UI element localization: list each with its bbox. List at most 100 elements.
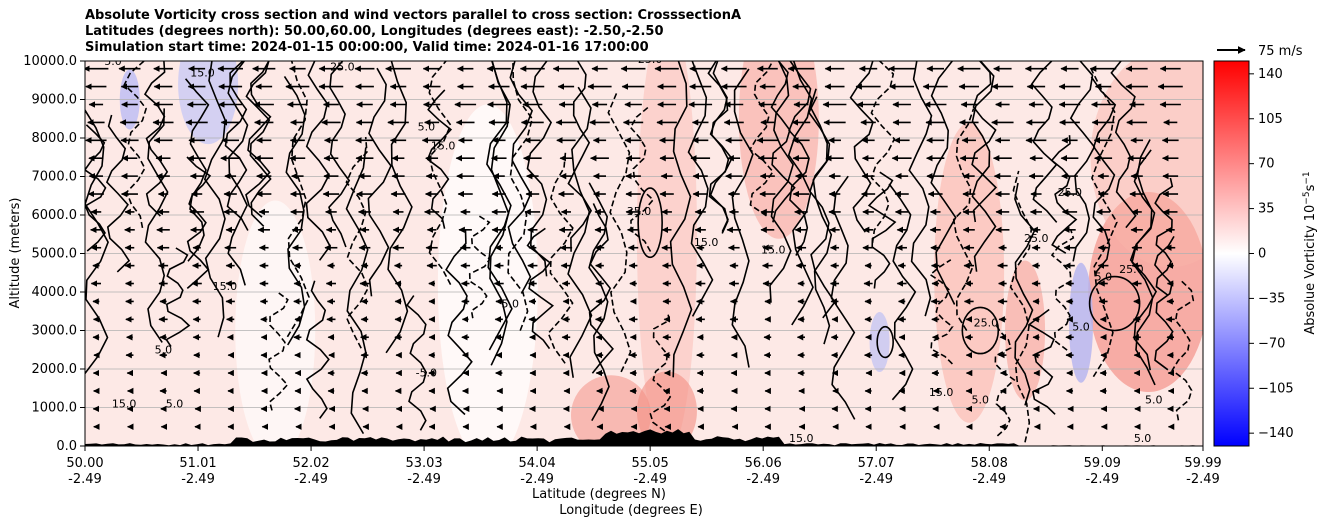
contour-label-12: 15.0 (213, 280, 238, 293)
contour-label-4: 15.0 (431, 140, 456, 153)
contour-line-35 (547, 152, 574, 364)
contour-line-13 (245, 61, 272, 227)
contour-line-23 (385, 61, 413, 354)
contour-line-61 (928, 259, 954, 365)
contour-label-2: 25.0 (330, 61, 355, 74)
contour-line-18 (305, 280, 330, 419)
x-tick-lat-label-6: 56.06 (745, 456, 782, 471)
chart-title-line-2: Latitudes (degrees north): 50.00,60.00, … (85, 24, 664, 39)
y-tick-label-8: 8000.0 (32, 131, 78, 146)
y-tick-label-2: 2000.0 (32, 362, 78, 377)
contour-label-3: 25.0 (638, 53, 663, 66)
x-axis: 50.00-2.4951.01-2.4952.02-2.4953.03-2.49… (66, 446, 1222, 487)
contour-label-5: 5.0 (418, 120, 436, 133)
contour-line-65 (971, 61, 997, 272)
y-axis: 0.0 1000.0 2000.0 3000.0 4000.0 5000.0 6000.0 7… (23, 54, 85, 454)
x-tick-lon-label-8: -2.49 (972, 472, 1006, 487)
contour-line-28 (468, 214, 491, 319)
contour-label-15: 5.0 (166, 398, 184, 411)
contour-line-44 (687, 61, 714, 317)
x-tick-lon-label-6: -2.49 (746, 472, 780, 487)
contour-line-25 (428, 61, 452, 285)
chart-title-line-1: Absolute Vorticity cross section and win… (85, 8, 742, 23)
wind-vectors (85, 65, 1183, 430)
colorbar-label-unit: s (1303, 184, 1318, 191)
contour-line-30 (489, 61, 511, 366)
colorbar-tick-label-7: −105 (1258, 381, 1294, 396)
contour-label-8: 15.0 (761, 244, 786, 257)
contour-line-78 (1131, 139, 1156, 386)
contour-label-1: 15.0 (190, 66, 215, 79)
colorbar-label-exponent-1: −5 (1302, 191, 1312, 204)
contour-label-9: 25.0 (1058, 186, 1083, 199)
colorbar-tick-label-2: 70 (1258, 157, 1275, 172)
x-tick-lon-label-7: -2.49 (859, 472, 893, 487)
colorbar-label: Absolue Vorticity 10−5s−1 (1302, 171, 1318, 334)
contour-line-77 (1129, 149, 1158, 371)
y-tick-label-10: 10000.0 (23, 54, 77, 69)
contour-line-7 (186, 156, 212, 290)
x-tick-lon-label-1: -2.49 (181, 472, 215, 487)
contour-label-24: 5.0 (502, 297, 520, 310)
y-tick-label-6: 6000.0 (32, 208, 78, 223)
x-tick-lon-label-10: -2.49 (1186, 472, 1220, 487)
x-tick-lat-label-1: 51.01 (179, 456, 216, 471)
contour-line-73 (1069, 61, 1096, 262)
contour-line-63 (952, 108, 975, 332)
colorbar (1213, 60, 1250, 447)
contour-line-1 (85, 124, 107, 252)
colorbar-tick-label-5: −35 (1258, 291, 1285, 306)
x-axis-label-longitude: Longitude (degrees E) (559, 503, 703, 518)
colorbar-tick-label-3: 35 (1258, 202, 1275, 217)
contour-label-23: 5.0 (1072, 321, 1090, 334)
contour-line-39 (588, 203, 614, 374)
x-tick-lat-label-3: 53.03 (405, 456, 442, 471)
colorbar-tick-label-4: 0 (1258, 247, 1266, 262)
x-tick-lon-label-3: -2.49 (407, 472, 441, 487)
x-tick-lat-label-4: 54.04 (519, 456, 556, 471)
contour-line-27 (445, 230, 473, 416)
y-tick-label-9: 9000.0 (32, 93, 78, 108)
contour-line-11 (224, 61, 249, 231)
terrain-profile (85, 429, 1203, 446)
x-tick-lat-label-0: 50.00 (66, 456, 103, 471)
contour-label-25: 5.0 (155, 344, 173, 357)
x-tick-lat-label-8: 58.08 (971, 456, 1008, 471)
contour-line-29 (486, 61, 513, 351)
y-tick-label-3: 3000.0 (32, 324, 78, 339)
contour-line-0 (85, 108, 109, 375)
x-tick-lat-label-5: 55.05 (632, 456, 669, 471)
colorbar-tick-label-1: 105 (1258, 112, 1283, 127)
contour-label-17: 15.0 (929, 386, 954, 399)
contour-line-20 (345, 147, 369, 435)
x-tick-lon-label-2: -2.49 (294, 472, 328, 487)
colorbar-label-exponent-2: −1 (1302, 171, 1312, 184)
contour-line-68 (1014, 182, 1036, 406)
x-tick-lat-label-10: 59.99 (1184, 456, 1221, 471)
shading-blob-4 (178, 61, 239, 145)
contour-labels: 5.015.0 25.025.015.05.035.015.015.025.025… (104, 53, 1163, 445)
contour-line-55 (830, 175, 856, 420)
contour-line-19 (328, 61, 351, 248)
contour-line-6 (165, 247, 191, 348)
x-tick-lon-label-0: -2.49 (68, 472, 102, 487)
y-tick-label-7: 7000.0 (32, 170, 78, 185)
colorbar-ticks: 140 105 70 35 0 −35 −70 −105 −140 (1249, 67, 1294, 441)
closed-contour-3 (876, 325, 894, 359)
shading-blob-8 (437, 104, 538, 446)
contour-line-22 (367, 67, 392, 297)
contour-label-18: 5.0 (1145, 394, 1163, 407)
x-tick-lat-label-2: 52.02 (292, 456, 329, 471)
contour-line-42 (649, 311, 672, 432)
contour-line-69 (1027, 308, 1056, 415)
colorbar-label-base: Absolue Vorticity 10 (1303, 205, 1318, 335)
contour-label-20: 5.0 (1134, 432, 1152, 445)
contour-line-3 (123, 61, 147, 229)
contour-line-8 (184, 78, 210, 262)
contour-line-48 (748, 61, 774, 217)
shading-blob-9 (235, 200, 316, 446)
y-tick-label-1: 1000.0 (32, 401, 78, 416)
shading-blob-6 (1069, 262, 1094, 383)
y-tick-label-5: 5000.0 (32, 247, 78, 262)
contour-label-19: 15.0 (789, 432, 814, 445)
